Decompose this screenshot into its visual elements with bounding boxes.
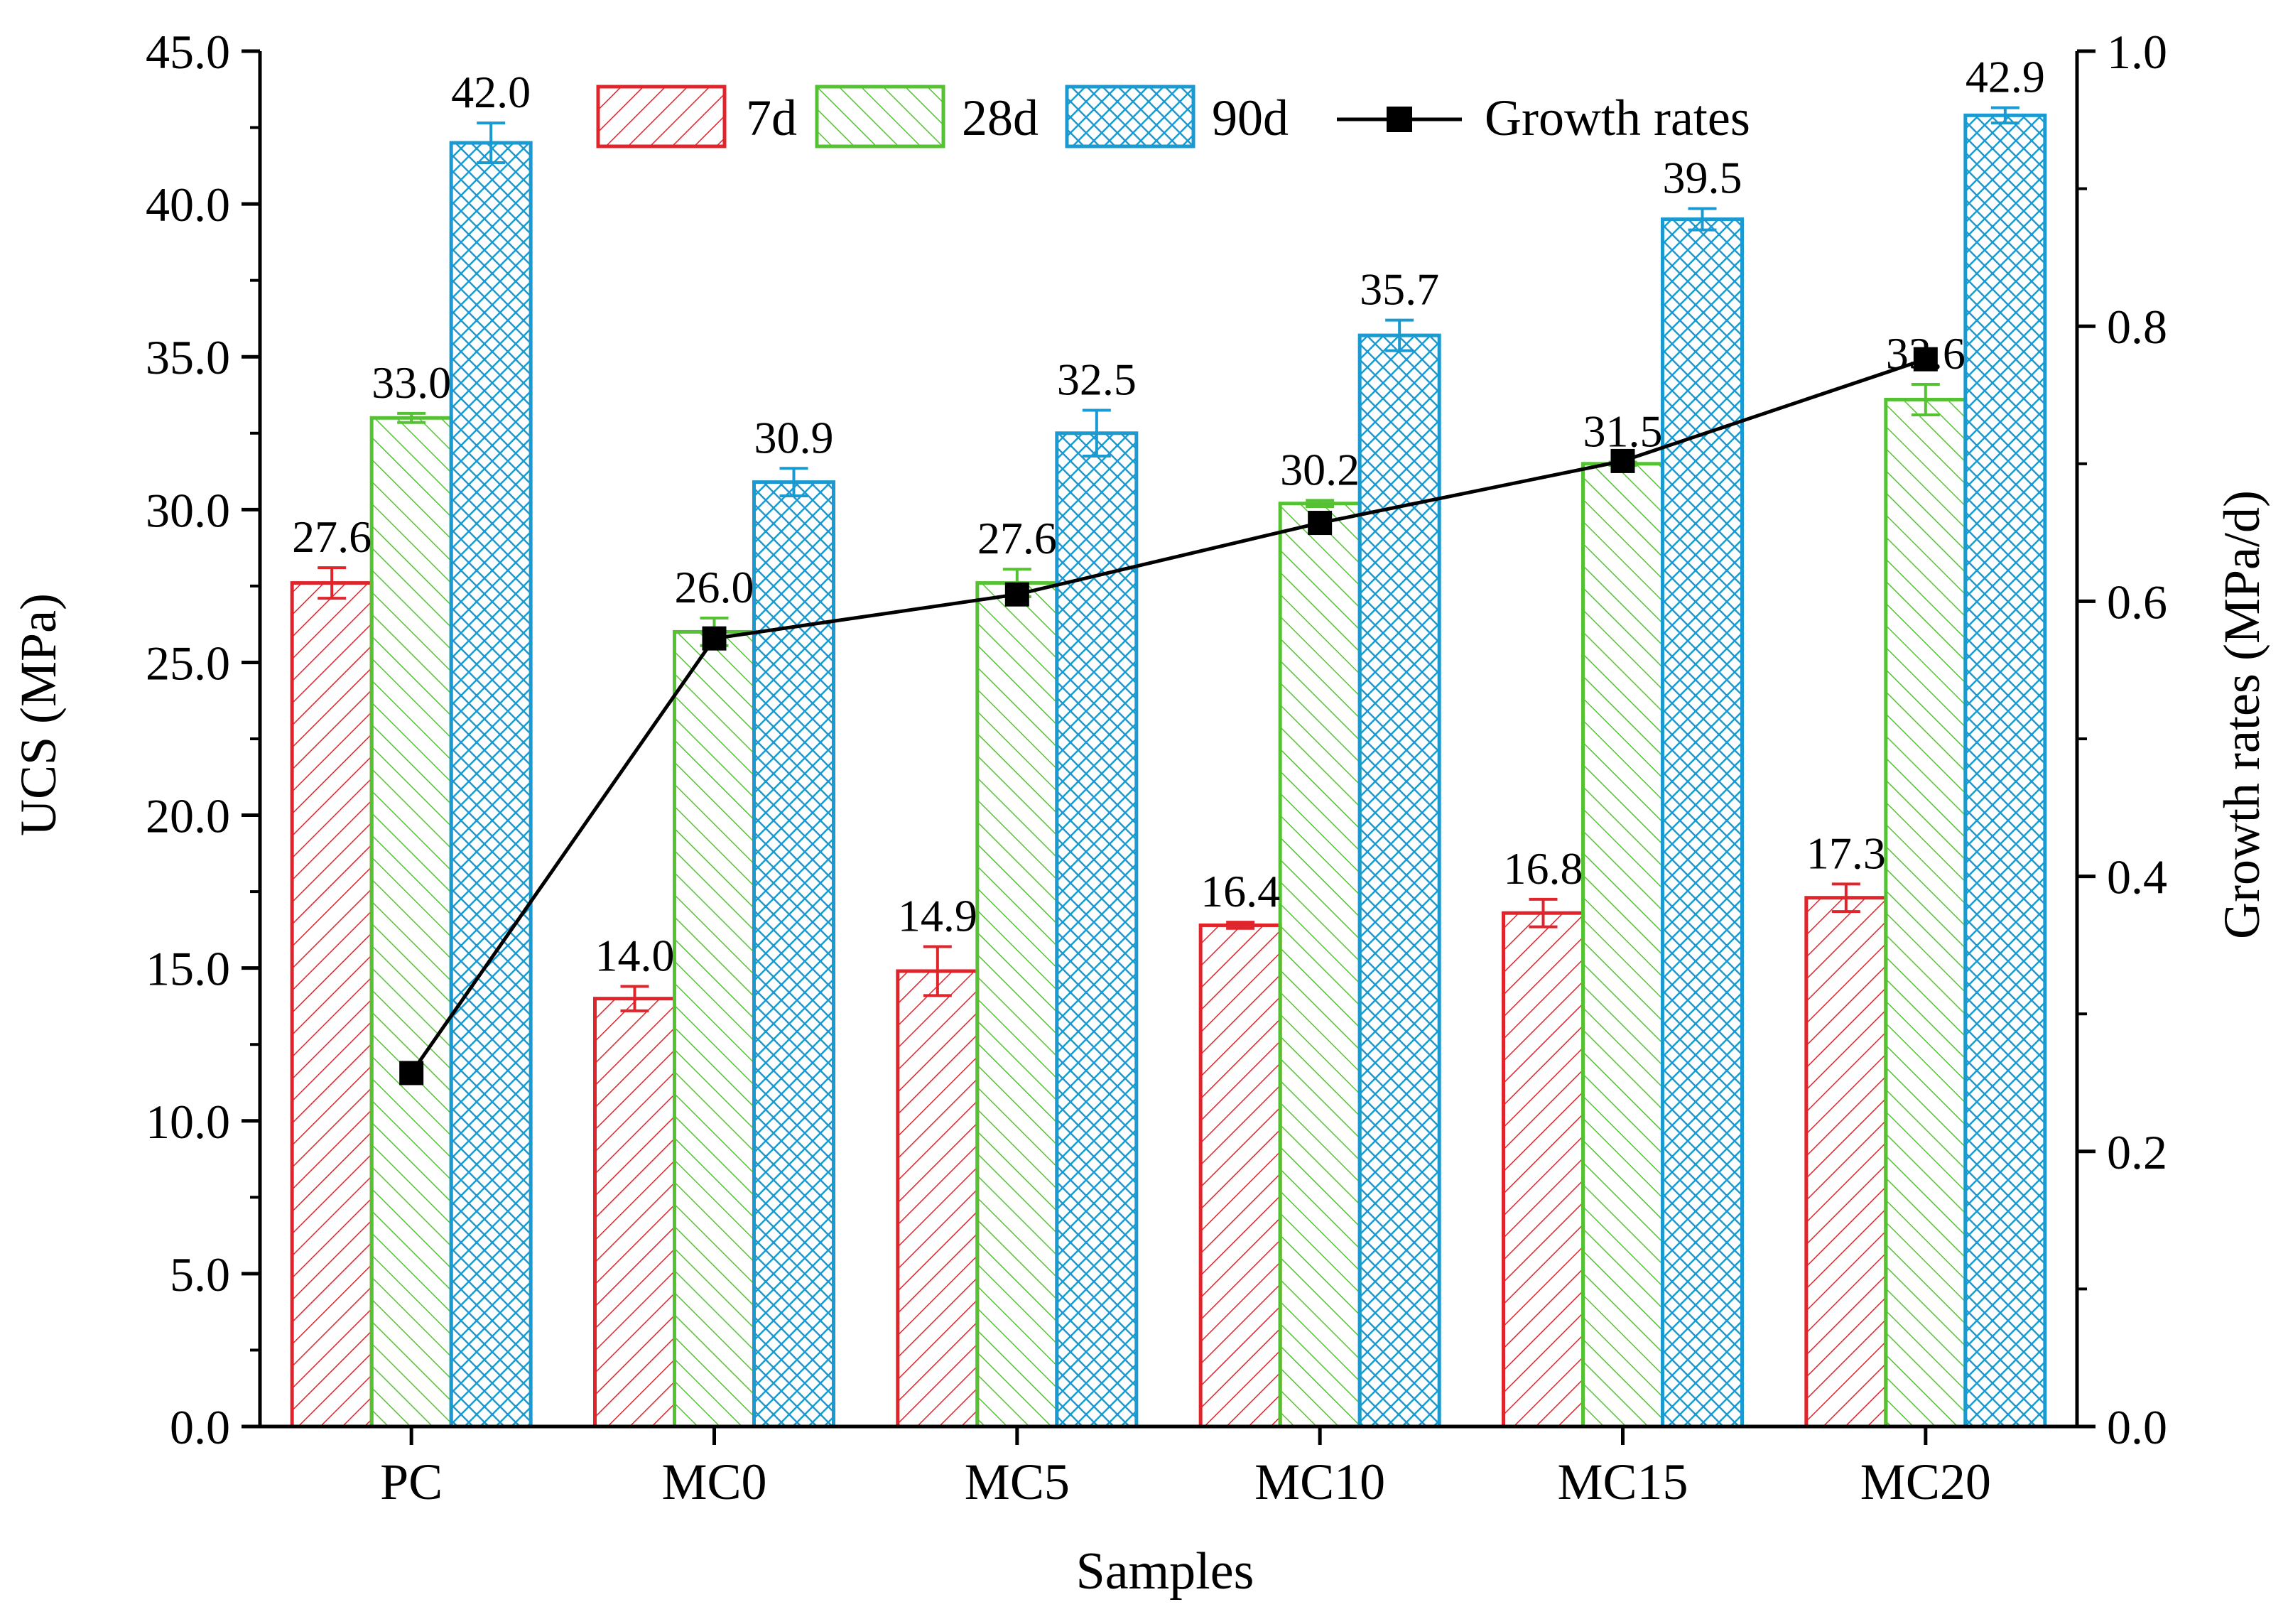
data-label-28d-mc0: 26.0 xyxy=(675,562,754,612)
data-label-7d-mc0: 14.0 xyxy=(595,930,675,980)
bar-7d-mc0 xyxy=(593,997,676,1429)
legend-marker-growth xyxy=(1387,107,1412,132)
growth-rate-point-mc0 xyxy=(702,626,727,651)
bars-layer xyxy=(290,113,2047,1429)
data-label-7d-mc10: 16.4 xyxy=(1200,866,1280,916)
y-axis-title: UCS (MPa) xyxy=(10,593,67,836)
y-tick-label: 30.0 xyxy=(146,483,230,537)
data-label-28d-mc5: 27.6 xyxy=(977,513,1057,563)
bar-7d-mc20 xyxy=(1804,896,1888,1429)
data-label-90d-mc20: 42.9 xyxy=(1966,52,2045,102)
bar-90d-mc5 xyxy=(1055,431,1139,1429)
legend-label-90d: 90d xyxy=(1212,90,1289,146)
x-tick-label-mc20: MC20 xyxy=(1860,1454,1991,1510)
bar-7d-mc10 xyxy=(1198,923,1282,1429)
bar-90d-mc10 xyxy=(1357,333,1441,1429)
y-tick-label: 20.0 xyxy=(146,789,230,843)
bar-28d-mc20 xyxy=(1884,397,1968,1429)
bar-28d-mc15 xyxy=(1581,462,1664,1429)
x-tick-label-mc5: MC5 xyxy=(965,1454,1070,1510)
y-tick-label: 25.0 xyxy=(146,636,230,690)
data-label-7d-mc5: 14.9 xyxy=(898,891,977,941)
growth-rate-point-mc15 xyxy=(1610,448,1635,473)
legend: 7d 28d 90d Growth rates xyxy=(596,85,1750,148)
data-label-7d-mc15: 16.8 xyxy=(1504,843,1583,894)
x-tick-label-mc10: MC10 xyxy=(1254,1454,1385,1510)
growth-rate-point-pc xyxy=(399,1061,424,1086)
bar-90d-mc0 xyxy=(752,480,835,1429)
x-tick-label-mc15: MC15 xyxy=(1557,1454,1688,1510)
bar-90d-mc20 xyxy=(1963,113,2047,1429)
data-label-90d-mc10: 35.7 xyxy=(1360,264,1439,315)
data-label-28d-mc10: 30.2 xyxy=(1280,444,1360,494)
data-label-90d-mc5: 32.5 xyxy=(1057,354,1137,405)
bar-7d-pc xyxy=(290,581,374,1429)
bar-28d-mc0 xyxy=(673,629,756,1429)
legend-swatch-7d xyxy=(596,85,727,148)
x-tick-label-mc0: MC0 xyxy=(661,1454,766,1510)
data-label-90d-mc15: 39.5 xyxy=(1663,153,1742,203)
y2-tick-label: 0.8 xyxy=(2107,300,2167,354)
growth-rate-line-layer xyxy=(399,347,1938,1086)
bar-28d-pc xyxy=(369,416,453,1429)
data-labels-layer: 27.6 14.0 14.9 16.4 16.8 17.3 33.0 26.0 27.6 30.2… xyxy=(292,52,2045,981)
y-tick-label: 0.0 xyxy=(170,1400,230,1454)
data-label-28d-pc: 33.0 xyxy=(372,357,451,408)
bar-28d-mc10 xyxy=(1278,502,1362,1429)
y2-tick-label: 1.0 xyxy=(2107,25,2167,79)
y-tick-label: 35.0 xyxy=(146,330,230,384)
data-label-7d-pc: 27.6 xyxy=(292,511,372,562)
y-tick-label: 5.0 xyxy=(170,1247,230,1301)
y2-tick-label: 0.4 xyxy=(2107,850,2167,904)
y-tick-label: 45.0 xyxy=(146,25,230,79)
y2-tick-label: 0.6 xyxy=(2107,575,2167,629)
x-axis-title: Samples xyxy=(1076,1542,1254,1601)
error-bars-layer xyxy=(318,106,2019,1012)
bar-90d-pc xyxy=(449,141,533,1429)
data-label-90d-mc0: 30.9 xyxy=(754,412,834,462)
bar-7d-mc15 xyxy=(1502,911,1585,1429)
growth-rate-point-mc10 xyxy=(1308,511,1333,536)
legend-label-28d: 28d xyxy=(962,90,1039,146)
legend-swatch-28d xyxy=(815,85,945,148)
legend-label-7d: 7d xyxy=(746,90,797,146)
y-tick-label: 15.0 xyxy=(146,942,230,996)
bar-7d-mc5 xyxy=(896,969,980,1429)
y-tick-label: 10.0 xyxy=(146,1095,230,1149)
axes-layer: 0.0 5.0 10.0 15.0 20.0 25.0 30.0 35.0 40.0 45.0 0.… xyxy=(146,25,2167,1510)
data-label-7d-mc20: 17.3 xyxy=(1806,828,1886,878)
data-label-90d-pc: 42.0 xyxy=(451,67,531,117)
growth-rate-point-mc20 xyxy=(1913,347,1938,372)
y2-tick-label: 0.2 xyxy=(2107,1125,2167,1179)
legend-swatch-90d xyxy=(1065,85,1195,148)
y-tick-label: 40.0 xyxy=(146,178,230,232)
legend-label-growth: Growth rates xyxy=(1485,90,1750,146)
growth-rate-point-mc5 xyxy=(1004,582,1029,607)
data-label-28d-mc15: 31.5 xyxy=(1583,406,1663,457)
y2-tick-label: 0.0 xyxy=(2107,1400,2167,1454)
bar-90d-mc15 xyxy=(1661,217,1744,1429)
y2-axis-title: Growth rates (MPa/d) xyxy=(2213,490,2270,939)
bar-28d-mc5 xyxy=(975,581,1059,1429)
x-tick-label-pc: PC xyxy=(380,1454,443,1510)
growth-rate-line xyxy=(410,357,1926,1074)
